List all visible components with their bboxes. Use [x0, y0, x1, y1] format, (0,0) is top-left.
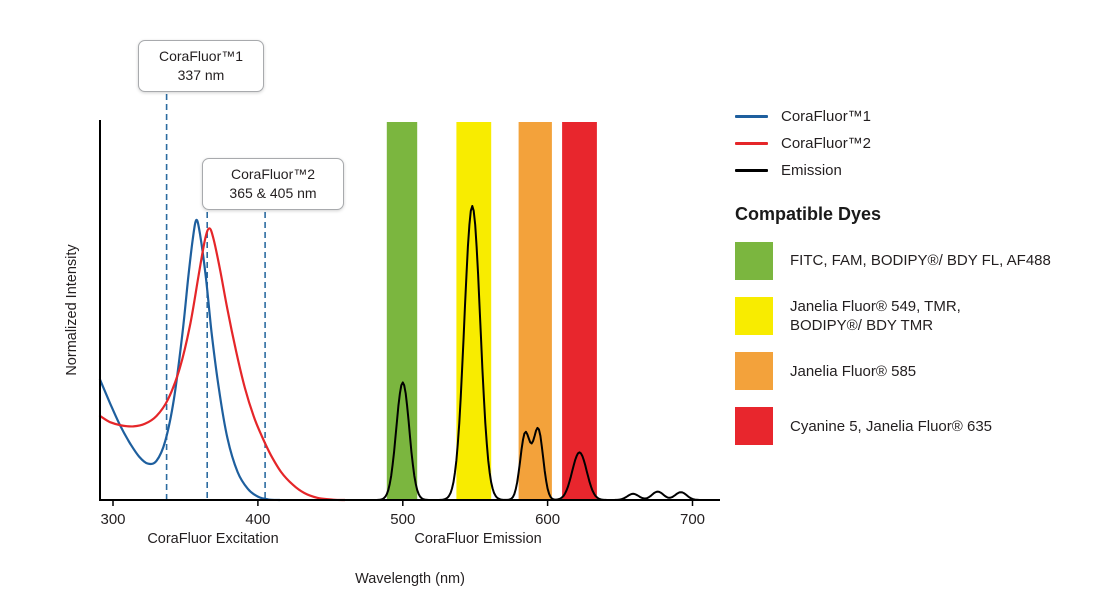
- band-orange: [518, 122, 552, 499]
- y-axis-title: Normalized Intensity: [64, 244, 80, 376]
- legend-entry-corafluor1: CoraFluor™1: [735, 103, 1107, 130]
- region-label: CoraFluor Emission: [414, 531, 541, 547]
- orange-filter-swatch: [735, 352, 773, 391]
- legend-panel: CoraFluor™1 CoraFluor™2 Emission Compati…: [735, 103, 1107, 462]
- dye-label: FITC, FAM, BODIPY®/ BDY FL, AF488: [790, 252, 1051, 270]
- x-tick-label: 300: [100, 511, 125, 528]
- curve-corafluor-1: [98, 218, 281, 502]
- x-axis-title: Wavelength (nm): [355, 571, 465, 587]
- callout-corafluor1-value: 337 nm: [177, 66, 225, 83]
- curve-corafluor-2: [98, 227, 346, 502]
- x-tick-label: 700: [680, 511, 705, 528]
- dye-label: Janelia Fluor® 585: [790, 362, 917, 380]
- legend-entry-label: CoraFluor™1: [781, 108, 872, 125]
- callout-corafluor2-value: 365 & 405 nm: [229, 184, 317, 201]
- legend-entry-label: Emission: [781, 162, 842, 179]
- x-tick-label: 400: [245, 511, 270, 528]
- callout-corafluor2: CoraFluor™2 365 & 405 nm: [202, 158, 344, 210]
- legend-entry-emission: Emission: [735, 157, 1107, 184]
- x-tick-label: 600: [535, 511, 560, 528]
- band-green: [386, 122, 418, 499]
- corafluor2-line-swatch: [735, 142, 768, 145]
- dye-row-red: Cyanine 5, Janelia Fluor® 635: [735, 407, 1107, 446]
- spectra-curves: [98, 205, 718, 502]
- legend-entry-corafluor2: CoraFluor™2: [735, 130, 1107, 157]
- x-tick-label: 500: [390, 511, 415, 528]
- region-label: CoraFluor Excitation: [147, 531, 278, 547]
- callout-corafluor1-title: CoraFluor™1: [158, 48, 244, 64]
- dye-row-yellow: Janelia Fluor® 549, TMR, BODIPY®/ BDY TM…: [735, 297, 1107, 336]
- emission-line-swatch: [735, 169, 768, 172]
- curve-emission: [356, 205, 718, 501]
- corafluor1-line-swatch: [735, 115, 768, 118]
- band-red: [562, 122, 597, 499]
- callout-corafluor1: CoraFluor™1 337 nm: [138, 40, 264, 92]
- legend-entry-label: CoraFluor™2: [781, 135, 872, 152]
- dye-label: Janelia Fluor® 549, TMR, BODIPY®/ BDY TM…: [790, 298, 961, 335]
- callout-corafluor2-title: CoraFluor™2: [230, 166, 316, 182]
- excitation-dashed-lines: [165, 84, 266, 499]
- green-filter-swatch: [735, 242, 773, 280]
- dye-row-orange: Janelia Fluor® 585: [735, 352, 1107, 391]
- axis-labels: 300 400 500 600 700 CoraFluor Excitation CoraF…: [64, 244, 705, 587]
- axis-lines: [99, 120, 720, 501]
- spectra-plot: 300 400 500 600 700 CoraFluor Excitation CoraF…: [64, 84, 720, 587]
- axes: [99, 120, 720, 506]
- dye-row-green: FITC, FAM, BODIPY®/ BDY FL, AF488: [735, 242, 1107, 280]
- compatible-dyes-heading: Compatible Dyes: [735, 204, 882, 224]
- yellow-filter-swatch: [735, 297, 773, 336]
- red-filter-swatch: [735, 407, 773, 446]
- dye-label: Cyanine 5, Janelia Fluor® 635: [790, 417, 993, 435]
- filter-bands: [386, 122, 597, 499]
